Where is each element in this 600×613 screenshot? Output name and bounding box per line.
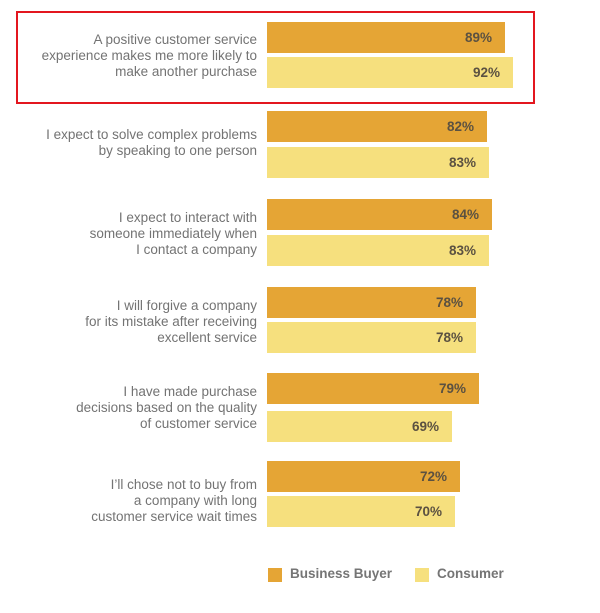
bar-value: 72%	[419, 469, 447, 484]
consumer-bar: 69%	[267, 411, 452, 442]
bar-value: 78%	[435, 295, 463, 310]
business-buyer-swatch-icon	[268, 568, 282, 582]
label-line: I’ll chose not to buy from	[110, 477, 257, 492]
category-label: I will forgive a company for its mistake…	[7, 298, 257, 346]
bar-value: 78%	[435, 330, 463, 345]
bar-value: 92%	[472, 65, 500, 80]
label-line: I will forgive a company	[116, 298, 257, 313]
business-bar: 79%	[267, 373, 479, 404]
legend-label-business-buyer: Business Buyer	[290, 566, 393, 581]
label-line: someone immediately when	[89, 226, 257, 241]
label-line: by speaking to one person	[98, 143, 257, 158]
legend-label-consumer: Consumer	[437, 566, 504, 581]
label-line: make another purchase	[115, 64, 257, 79]
consumer-bar: 70%	[267, 496, 455, 527]
label-line: for its mistake after receiving	[85, 314, 257, 329]
label-line: excellent service	[157, 330, 257, 345]
label-line: customer service wait times	[91, 509, 257, 524]
bar-value: 84%	[451, 207, 479, 222]
label-line: I have made purchase	[123, 384, 257, 399]
business-bar: 72%	[267, 461, 460, 492]
category-label: I expect to solve complex problems by sp…	[7, 127, 257, 159]
label-line: experience makes me more likely to	[41, 48, 257, 63]
bar-value: 79%	[438, 381, 466, 396]
business-bar: 89%	[267, 22, 505, 53]
consumer-bar: 78%	[267, 322, 476, 353]
bar-value: 83%	[448, 243, 476, 258]
label-line: I expect to interact with	[118, 210, 257, 225]
label-line: I expect to solve complex problems	[46, 127, 257, 142]
label-line: A positive customer service	[93, 32, 257, 47]
consumer-bar: 83%	[267, 147, 489, 178]
label-line: I contact a company	[136, 242, 257, 257]
consumer-bar: 83%	[267, 235, 489, 266]
business-bar: 78%	[267, 287, 476, 318]
business-bar: 82%	[267, 111, 487, 142]
label-line: a company with long	[133, 493, 257, 508]
label-line: of customer service	[139, 416, 257, 431]
consumer-bar: 92%	[267, 57, 513, 88]
category-label: I have made purchase decisions based on …	[7, 384, 257, 432]
highlight-box	[16, 11, 535, 104]
business-bar: 84%	[267, 199, 492, 230]
bar-value: 82%	[446, 119, 474, 134]
bar-value: 69%	[411, 419, 439, 434]
label-line: decisions based on the quality	[76, 400, 257, 415]
category-label: A positive customer service experience m…	[7, 32, 257, 80]
category-label: I’ll chose not to buy from a company wit…	[7, 477, 257, 525]
bar-value: 83%	[448, 155, 476, 170]
category-label: I expect to interact with someone immedi…	[7, 210, 257, 258]
bar-value: 89%	[464, 30, 492, 45]
consumer-swatch-icon	[415, 568, 429, 582]
bar-value: 70%	[414, 504, 442, 519]
